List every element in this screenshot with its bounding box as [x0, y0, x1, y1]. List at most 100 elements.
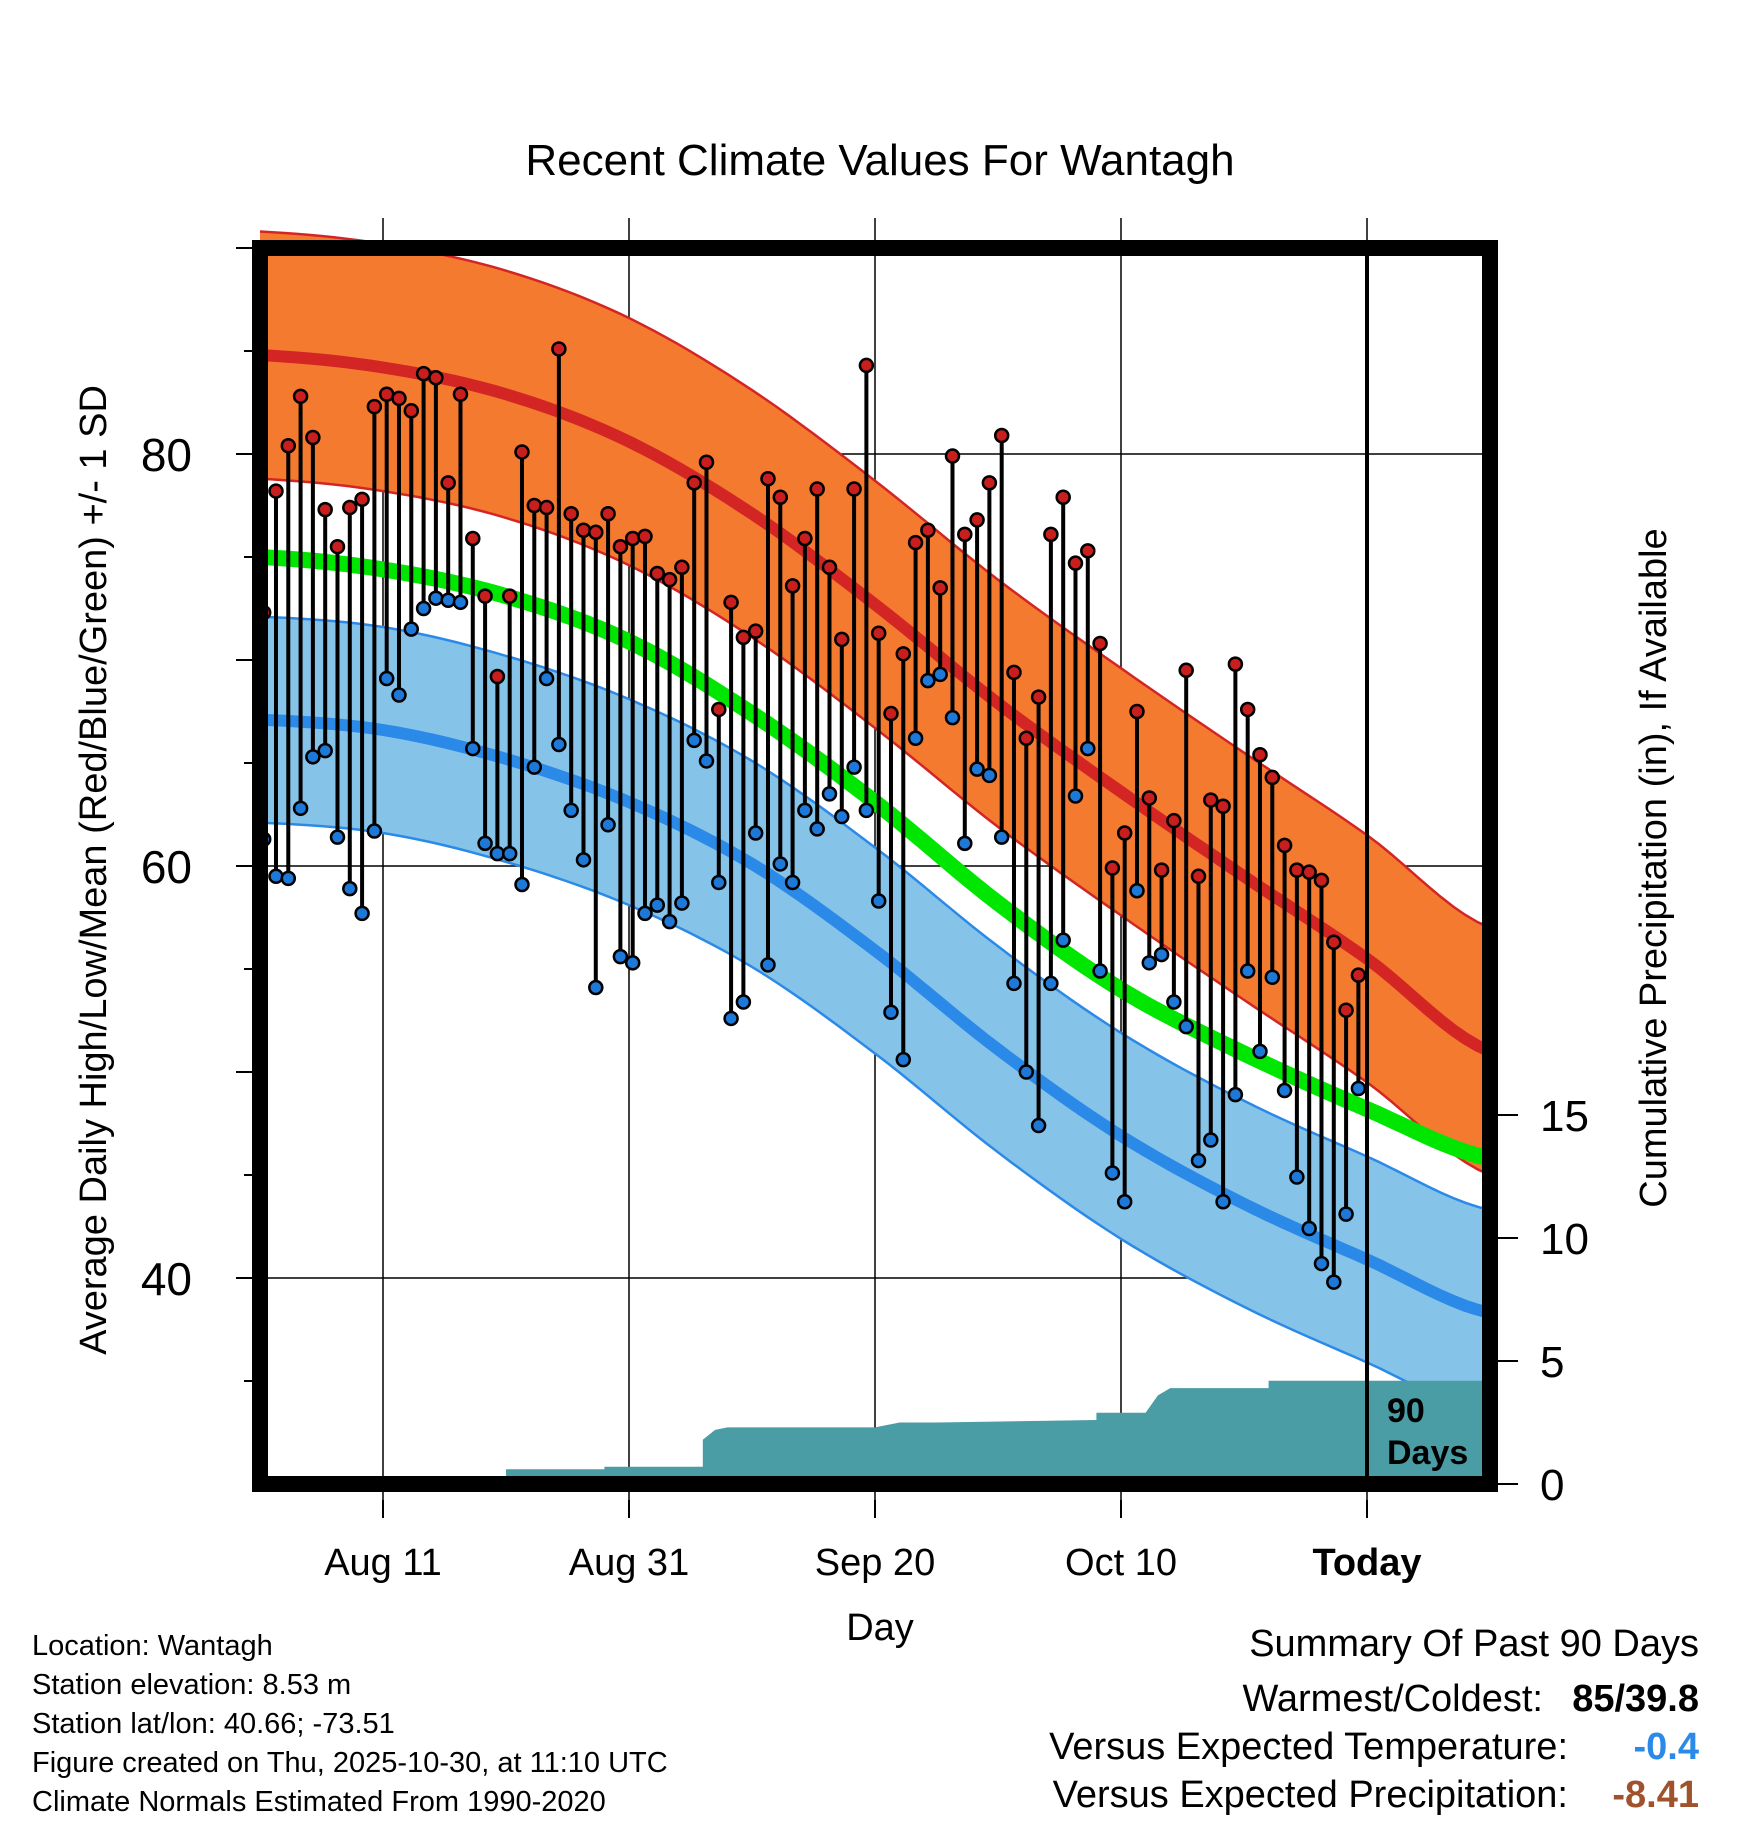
y-tick-label: 40: [141, 1253, 192, 1305]
daily-low-point: [957, 835, 973, 852]
daily-high-point: [1055, 489, 1071, 506]
daily-low-point: [809, 821, 825, 837]
daily-low-point: [1018, 1064, 1035, 1080]
daily-high-point: [329, 538, 346, 555]
daily-high-point: [957, 526, 973, 543]
low-band-mean-line: [259, 713, 1492, 1319]
daily-low-point: [797, 802, 813, 819]
day-66: [1067, 555, 1084, 804]
daily-low-point: [883, 1004, 899, 1021]
daily-low-point: [637, 905, 653, 922]
daily-low-point: [1092, 963, 1108, 979]
summary-temp-value: -0.4: [1633, 1726, 1699, 1768]
daily-high-point: [1104, 860, 1121, 876]
day-46: [821, 559, 838, 802]
day-7: [342, 499, 358, 897]
daily-low-point: [907, 730, 924, 747]
day-49: [858, 357, 875, 819]
daily-low-point: [1203, 1132, 1219, 1148]
day-45: [809, 481, 825, 837]
day-20: [501, 588, 518, 862]
daily-high-point: [944, 448, 961, 464]
low-band-upper-edge: [259, 615, 1491, 1212]
daily-low-point: [895, 1051, 912, 1068]
x-tick-label: Aug 31: [569, 1542, 689, 1584]
day-77: [1203, 792, 1219, 1148]
daily-high-point: [993, 427, 1010, 444]
daily-high-point: [686, 475, 702, 491]
day-54: [920, 522, 936, 689]
daily-high-point: [477, 588, 493, 604]
info-location: Location: Wantagh: [32, 1630, 273, 1662]
day-88: [1338, 1002, 1354, 1222]
daily-high-point: [1067, 555, 1084, 571]
day-83: [1276, 837, 1293, 1099]
daily-high-point: [907, 534, 924, 551]
day-9: [366, 398, 383, 839]
daily-low-point: [1326, 1274, 1342, 1290]
day-12: [403, 402, 420, 637]
daily-high-point: [538, 499, 555, 516]
daily-low-point: [354, 905, 370, 922]
day-21: [514, 444, 530, 893]
day-73: [1153, 862, 1170, 963]
daily-low-point: [1289, 1169, 1305, 1185]
daily-low-point: [1252, 1043, 1268, 1060]
daily-high-point: [723, 594, 739, 611]
day-16: [452, 386, 469, 611]
daily-low-point: [1313, 1255, 1330, 1272]
daily-high-point: [1264, 769, 1281, 786]
daily-high-point: [797, 530, 813, 547]
daily-high-point: [588, 524, 604, 541]
daily-high-point: [649, 565, 666, 582]
day-68: [1092, 635, 1108, 979]
daily-high-point: [415, 365, 432, 382]
daily-high-point: [1276, 837, 1293, 854]
day-27: [588, 524, 604, 996]
daily-high-point: [981, 475, 998, 491]
daily-high-point: [969, 512, 985, 528]
daily-low-point: [772, 856, 789, 872]
day-87: [1326, 934, 1342, 1290]
day-51: [883, 705, 899, 1021]
x-tick-label: Aug 11: [324, 1542, 442, 1584]
day-25: [563, 505, 579, 819]
summary-warm-cold-label: Warmest/Coldest:: [1242, 1678, 1543, 1720]
y2-axis-label: Cumulative Precipitation (in), If Availa…: [1633, 528, 1675, 1207]
day-42: [772, 489, 789, 872]
daily-low-point: [526, 759, 543, 775]
daily-high-point: [1018, 730, 1035, 747]
daily-low-point: [624, 955, 641, 971]
daily-low-point: [1239, 963, 1256, 979]
daily-high-point: [366, 398, 383, 415]
y-axis-label: Average Daily High/Low/Mean (Red/Blue/Gr…: [73, 385, 115, 1355]
day-39: [735, 629, 752, 1010]
daily-high-point: [575, 522, 592, 538]
day-53: [907, 534, 924, 747]
daily-low-point: [674, 895, 690, 911]
daily-low-point: [1301, 1220, 1317, 1237]
day-29: [612, 538, 629, 965]
daily-low-point: [649, 897, 666, 913]
day-1: [268, 483, 284, 885]
low-band-lower-edge: [259, 821, 1491, 1418]
daily-high-point: [465, 530, 481, 547]
x-tick-label: Sep 20: [815, 1542, 935, 1584]
daily-low-point: [1080, 740, 1096, 757]
daily-high-point: [305, 429, 321, 446]
day-36: [698, 454, 715, 769]
daily-low-point: [1129, 882, 1145, 899]
daily-high-point: [612, 538, 629, 555]
day-85: [1301, 864, 1317, 1237]
day-31: [637, 528, 653, 922]
daily-low-point: [1350, 1080, 1367, 1097]
daily-high-point: [1326, 934, 1342, 950]
daily-low-point: [1190, 1152, 1207, 1169]
daily-low-point: [1030, 1117, 1047, 1134]
daily-high-point: [858, 357, 875, 374]
daily-high-point: [280, 438, 297, 454]
daily-low-point: [1166, 994, 1182, 1010]
daily-low-point: [1178, 1018, 1194, 1035]
daily-high-point: [551, 341, 567, 357]
info-created: Figure created on Thu, 2025-10-30, at 11…: [32, 1747, 668, 1779]
